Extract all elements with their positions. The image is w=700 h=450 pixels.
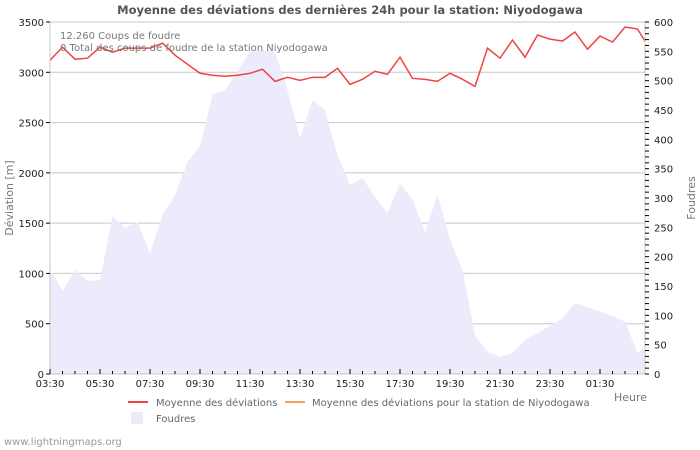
svg-text:150: 150 [654,282,673,293]
legend-item-station[interactable]: Moyenne des déviations pour la station d… [285,397,590,409]
legend-item-deviation[interactable]: Moyenne des déviations [128,397,277,409]
legend-item-foudres[interactable]: Foudres [131,412,195,425]
svg-text:1500: 1500 [19,219,44,230]
svg-text:13:30: 13:30 [286,379,315,390]
svg-text:500: 500 [25,320,44,331]
svg-text:Moyenne des déviations: Moyenne des déviations [156,397,277,409]
svg-text:550: 550 [654,47,673,58]
info-station-total: 0 Total des coups de foudre de la statio… [60,43,328,54]
y-axis-title: Déviation [m] [3,160,16,235]
svg-text:15:30: 15:30 [336,379,365,390]
svg-text:2500: 2500 [19,119,44,130]
svg-text:Moyenne des déviations pour la: Moyenne des déviations pour la station d… [312,397,590,409]
info-strikes: 12.260 Coups de foudre [60,31,180,42]
foudres-area [50,50,645,374]
svg-text:300: 300 [654,194,673,205]
svg-text:450: 450 [654,106,673,117]
svg-text:03:30: 03:30 [36,379,65,390]
y2-axis-title: Foudres [685,176,698,220]
svg-text:600: 600 [654,18,673,29]
svg-text:05:30: 05:30 [86,379,115,390]
svg-text:Foudres: Foudres [156,414,195,425]
svg-text:200: 200 [654,253,673,264]
svg-text:1000: 1000 [19,269,44,280]
x-axis-title: Heure [614,391,647,404]
svg-text:400: 400 [654,135,673,146]
svg-text:350: 350 [654,165,673,176]
svg-text:21:30: 21:30 [486,379,515,390]
svg-text:50: 50 [654,341,667,352]
svg-text:3000: 3000 [19,68,44,79]
svg-text:3500: 3500 [19,18,44,29]
footer-url[interactable]: www.lightningmaps.org [4,437,122,448]
svg-text:09:30: 09:30 [186,379,215,390]
svg-text:500: 500 [654,77,673,88]
svg-text:100: 100 [654,311,673,322]
deviation-line [49,26,646,88]
svg-text:0: 0 [38,370,44,381]
svg-text:01:30: 01:30 [586,379,615,390]
svg-text:19:30: 19:30 [436,379,465,390]
svg-text:250: 250 [654,223,673,234]
svg-text:07:30: 07:30 [136,379,165,390]
axes: 0 500 1000 1500 2000 2500 3000 3500 0 50 100 150 200… [19,18,674,390]
legend-swatch-lavender [131,412,143,424]
svg-text:17:30: 17:30 [386,379,415,390]
svg-text:11:30: 11:30 [236,379,265,390]
svg-text:2000: 2000 [19,169,44,180]
svg-text:0: 0 [654,370,660,381]
legend: Moyenne des déviations Moyenne des dévia… [128,397,590,425]
svg-text:23:30: 23:30 [536,379,565,390]
chart-title: Moyenne des déviations des dernières 24h… [117,3,583,17]
